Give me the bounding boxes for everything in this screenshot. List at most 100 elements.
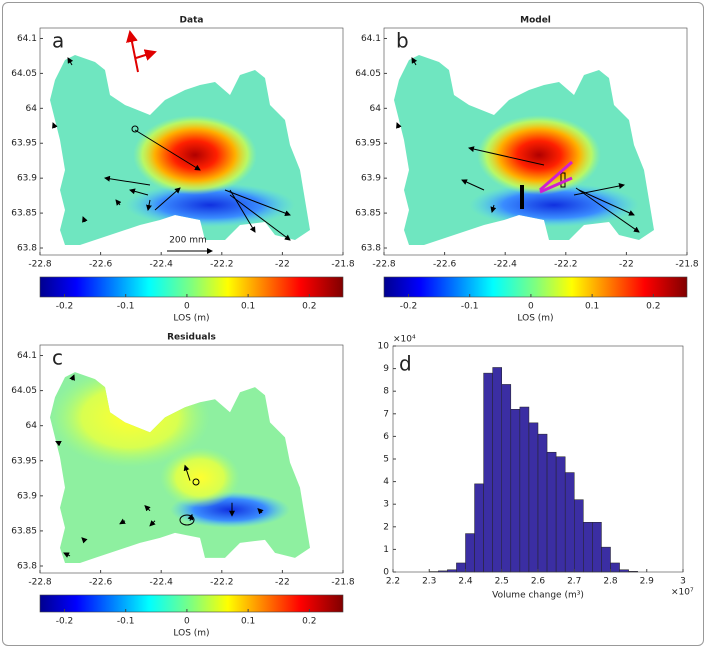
y-tick-label: 64 [26, 104, 38, 114]
displacement-arrow [229, 189, 256, 233]
residual-positive [160, 447, 240, 508]
displacement-arrow [490, 204, 497, 213]
x-tick-label: -22.8 [28, 260, 52, 270]
histogram-bar [474, 483, 484, 573]
axes-frame [39, 27, 344, 256]
displacement-arrow [183, 464, 191, 481]
x-tick-label: -22.6 [89, 578, 113, 588]
colorbar-tick-label: -0.2 [56, 302, 74, 312]
y-tick-label: 63.85 [355, 209, 381, 219]
panel-label: d [399, 352, 412, 376]
x-tick-label: -22.6 [433, 260, 457, 270]
x-exponent: ×10⁷ [671, 588, 694, 598]
x-tick-label: -22.2 [554, 260, 577, 270]
colorbar [383, 276, 688, 298]
x-tick-label: -22.4 [150, 260, 174, 270]
x-tick-label: 2.3 [422, 577, 436, 587]
x-tick-label: -22.4 [494, 260, 518, 270]
colorbar-tick-label: -0.2 [400, 302, 418, 312]
panel-label: b [396, 29, 409, 53]
displacement-arrow [69, 374, 75, 381]
x-tick-label: 2.8 [603, 577, 618, 587]
y-tick-label: 63.85 [11, 209, 37, 219]
colorbar [39, 276, 344, 298]
histogram-bar [465, 533, 475, 573]
colorbar-tick-label: -0.1 [461, 302, 479, 312]
displacement-arrow [119, 518, 126, 525]
displacement-arrow [461, 179, 485, 191]
y-tick-label: 9 [383, 364, 389, 374]
x-tick-label: 2.4 [458, 577, 473, 587]
colorbar-tick-label: 0.1 [585, 302, 599, 312]
colorbar-label: LOS (m) [173, 314, 209, 324]
displacement-arrow [149, 520, 156, 527]
y-tick-label: 64.05 [355, 69, 381, 79]
histogram-bar [619, 569, 629, 573]
displacement-arrow [55, 440, 62, 447]
histogram-bar [564, 472, 575, 573]
station-marker [131, 125, 139, 133]
y-tick-label: 64.1 [17, 351, 37, 361]
y-tick-label: 64.1 [361, 34, 381, 44]
histogram-bar [456, 562, 466, 573]
x-tick-label: -22.6 [89, 260, 113, 270]
displacement-arrow [578, 189, 635, 216]
x-axis-label: Volume change (m³) [492, 591, 584, 601]
panel-title: Model [520, 16, 551, 26]
y-tick-label: 64.1 [17, 34, 37, 44]
histogram-bar [492, 367, 502, 573]
y-tick-label: 5 [383, 455, 389, 465]
uplift [133, 115, 257, 195]
histogram-bar [537, 433, 548, 573]
displacement-arrow [224, 189, 291, 217]
colorbar-label: LOS (m) [173, 629, 209, 639]
histogram-bar [592, 522, 602, 573]
y-tick-label: 63.9 [17, 491, 37, 501]
x-tick-label: -22 [275, 578, 290, 588]
displacement-arrow [411, 57, 418, 66]
histogram-bar [601, 546, 611, 573]
colorbar-tick-label: 0.1 [241, 617, 255, 627]
colorbar-tick-label: -0.1 [117, 302, 135, 312]
displacement-arrow [575, 187, 640, 233]
x-tick-label: -22 [619, 260, 634, 270]
x-tick-label: -22.4 [150, 578, 174, 588]
x-tick-label: 2.7 [567, 577, 581, 587]
panel-title: Residuals [167, 333, 216, 343]
subsidence [125, 183, 295, 227]
displacement-arrow [257, 508, 264, 515]
colorbar-tick-label: 0 [184, 617, 190, 627]
x-tick-label: -22.8 [372, 260, 396, 270]
histogram-bar [510, 409, 521, 573]
station-marker [179, 514, 195, 526]
histogram-bar [483, 372, 493, 573]
colorbar-tick-label: 0 [528, 302, 534, 312]
y-tick-label: 8 [383, 387, 389, 397]
y-tick-label: 63.8 [17, 561, 37, 571]
axes-frame [39, 344, 344, 574]
histogram-bar [519, 406, 530, 573]
x-tick-label: 3 [680, 577, 686, 587]
y-tick-label: 6 [383, 432, 389, 442]
histogram-bar [447, 569, 457, 573]
displacement-arrow [129, 188, 149, 196]
subsidence [469, 183, 639, 227]
displacement-arrow [115, 199, 122, 206]
y-tick-label: 64 [370, 104, 382, 114]
displacement-arrow [144, 504, 151, 512]
x-tick-label: 2.6 [531, 577, 546, 587]
colorbar-tick-label: 0.1 [241, 302, 255, 312]
displacement-arrow [396, 122, 402, 129]
panel-label: a [52, 29, 64, 53]
displacement-arrow [134, 129, 201, 171]
y-tick-label: 63.9 [17, 174, 37, 184]
y-tick-label: 63.8 [17, 244, 37, 254]
look-arrow [135, 49, 157, 61]
y-tick-label: 63.95 [355, 139, 381, 149]
colorbar-tick-label: -0.2 [56, 617, 74, 627]
sill-model [520, 185, 524, 209]
x-tick-label: 2.9 [640, 577, 655, 587]
axes-frame [383, 27, 688, 256]
